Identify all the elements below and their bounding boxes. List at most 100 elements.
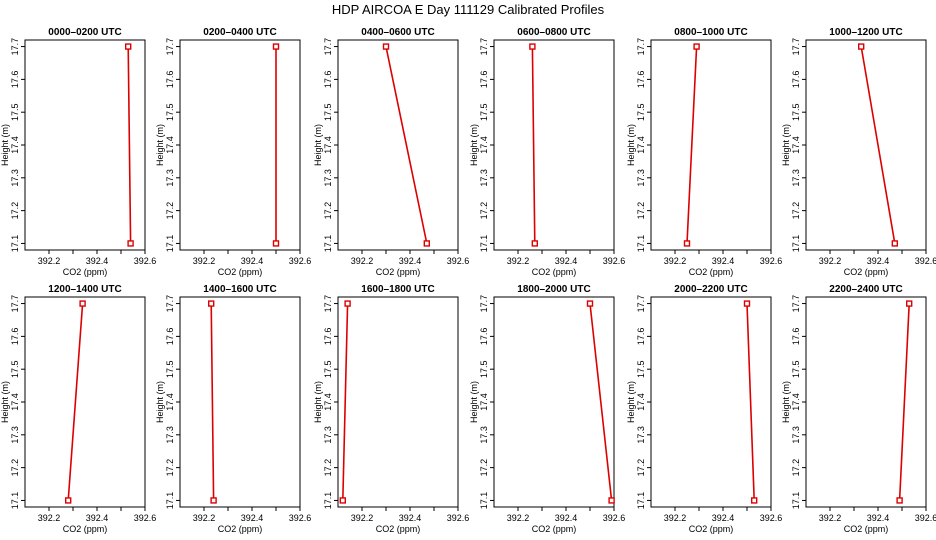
x-axis-label: CO2 (ppm) xyxy=(218,267,263,277)
profile-line xyxy=(342,303,349,501)
y-tick-label: 17.7 xyxy=(10,38,20,56)
y-tick-label: 17.4 xyxy=(165,393,175,411)
y-tick-label: 17.1 xyxy=(791,492,801,510)
y-tick-label: 17.5 xyxy=(323,103,333,121)
y-tick-label: 17.2 xyxy=(791,459,801,477)
y-tick-label: 17.4 xyxy=(479,393,489,411)
profile-line xyxy=(210,303,215,501)
y-tick-label: 17.3 xyxy=(479,426,489,444)
x-tick-label: 392.6 xyxy=(760,513,783,523)
y-tick-label: 17.4 xyxy=(479,136,489,154)
y-tick-label: 17.5 xyxy=(165,103,175,121)
x-tick-label: 392.6 xyxy=(603,513,626,523)
y-tick-label: 17.5 xyxy=(636,360,646,378)
data-point xyxy=(339,497,346,504)
x-tick-label: 392.4 xyxy=(399,513,422,523)
y-tick-label: 17.6 xyxy=(165,328,175,346)
y-tick-label: 17.1 xyxy=(479,492,489,510)
x-tick-label: 392.2 xyxy=(351,256,374,266)
y-tick-label: 17.1 xyxy=(10,492,20,510)
plot-frame xyxy=(337,39,459,251)
panel-title: 1800–2000 UTC xyxy=(517,284,590,295)
y-tick-label: 17.3 xyxy=(165,426,175,444)
y-tick-label: 17.7 xyxy=(479,295,489,313)
data-point xyxy=(586,300,594,307)
y-tick-label: 17.3 xyxy=(636,426,646,444)
x-axis-label: CO2 (ppm) xyxy=(63,267,108,277)
x-tick-label: 392.6 xyxy=(760,256,783,266)
y-tick-label: 17.3 xyxy=(323,169,333,187)
y-tick-label: 17.1 xyxy=(323,492,333,510)
y-tick-label: 17.4 xyxy=(323,136,333,154)
x-tick-label: 392.2 xyxy=(819,256,842,266)
y-tick-label: 17.5 xyxy=(10,103,20,121)
data-point xyxy=(858,43,865,50)
data-point xyxy=(423,240,430,247)
y-tick-label: 17.7 xyxy=(323,295,333,313)
panel-title: 0800–1000 UTC xyxy=(674,27,747,38)
x-tick-label: 392.2 xyxy=(193,256,216,266)
y-tick-label: 17.1 xyxy=(636,492,646,510)
x-tick-label: 392.4 xyxy=(241,513,264,523)
panel: 1800–2000 UTC 392.2 392.4 392.6 17.1 17.2 17.3… xyxy=(469,284,625,534)
profile-line xyxy=(746,303,755,501)
plot-frame xyxy=(493,39,615,251)
y-tick-label: 17.5 xyxy=(636,103,646,121)
y-tick-label: 17.6 xyxy=(636,328,646,346)
profile-line xyxy=(127,46,132,244)
x-tick-label: 392.2 xyxy=(664,513,687,523)
x-tick-label: 392.4 xyxy=(555,256,578,266)
x-tick-label: 392.4 xyxy=(86,256,109,266)
x-tick-label: 392.2 xyxy=(507,256,530,266)
data-point xyxy=(382,43,390,50)
y-axis-label: Height (m) xyxy=(0,124,10,166)
y-tick-label: 17.4 xyxy=(323,393,333,411)
y-tick-label: 17.2 xyxy=(791,202,801,220)
data-point xyxy=(693,43,700,50)
x-tick-label: 392.2 xyxy=(819,513,842,523)
data-point xyxy=(683,240,691,247)
y-axis-label: Height (m) xyxy=(781,381,791,423)
y-tick-label: 17.6 xyxy=(791,71,801,89)
y-axis-label: Height (m) xyxy=(155,124,165,166)
y-tick-label: 17.6 xyxy=(479,71,489,89)
y-tick-label: 17.3 xyxy=(165,169,175,187)
x-tick-label: 392.6 xyxy=(447,513,470,523)
x-tick-label: 392.4 xyxy=(867,513,890,523)
profile-line xyxy=(589,303,613,501)
y-tick-label: 17.6 xyxy=(479,328,489,346)
x-tick-label: 392.6 xyxy=(915,256,936,266)
data-point xyxy=(207,300,215,307)
y-tick-label: 17.1 xyxy=(165,492,175,510)
y-tick-label: 17.7 xyxy=(323,38,333,56)
y-tick-label: 17.7 xyxy=(10,295,20,313)
y-axis-label: Height (m) xyxy=(155,381,165,423)
y-tick-label: 17.5 xyxy=(479,360,489,378)
x-tick-label: 392.4 xyxy=(712,513,735,523)
x-tick-label: 392.4 xyxy=(867,256,890,266)
y-axis-label: Height (m) xyxy=(313,381,323,423)
y-tick-label: 17.1 xyxy=(636,235,646,253)
y-tick-label: 17.7 xyxy=(165,38,175,56)
profile-line xyxy=(67,303,84,501)
y-tick-label: 17.4 xyxy=(791,393,801,411)
y-tick-label: 17.4 xyxy=(10,136,20,154)
x-axis-label: CO2 (ppm) xyxy=(532,267,577,277)
panel-title: 1400–1600 UTC xyxy=(203,284,276,295)
data-point xyxy=(210,497,217,504)
y-axis-label: Height (m) xyxy=(626,124,636,166)
data-point xyxy=(344,300,351,307)
data-point xyxy=(127,240,134,247)
profile-line xyxy=(385,46,428,244)
data-point xyxy=(896,497,903,504)
data-point xyxy=(272,43,280,50)
panel: 1200–1400 UTC 392.2 392.4 392.6 17.1 17.2 17.3… xyxy=(0,284,156,534)
panel: 0400–0600 UTC 392.2 392.4 392.6 17.1 17.2 17.3… xyxy=(313,27,469,277)
panel-title: 0600–0800 UTC xyxy=(517,27,590,38)
profile-line xyxy=(531,46,536,244)
data-point xyxy=(891,240,898,247)
x-axis-label: CO2 (ppm) xyxy=(532,524,577,534)
y-axis-label: Height (m) xyxy=(626,381,636,423)
panel-title: 0400–0600 UTC xyxy=(361,27,434,38)
y-tick-label: 17.2 xyxy=(323,202,333,220)
